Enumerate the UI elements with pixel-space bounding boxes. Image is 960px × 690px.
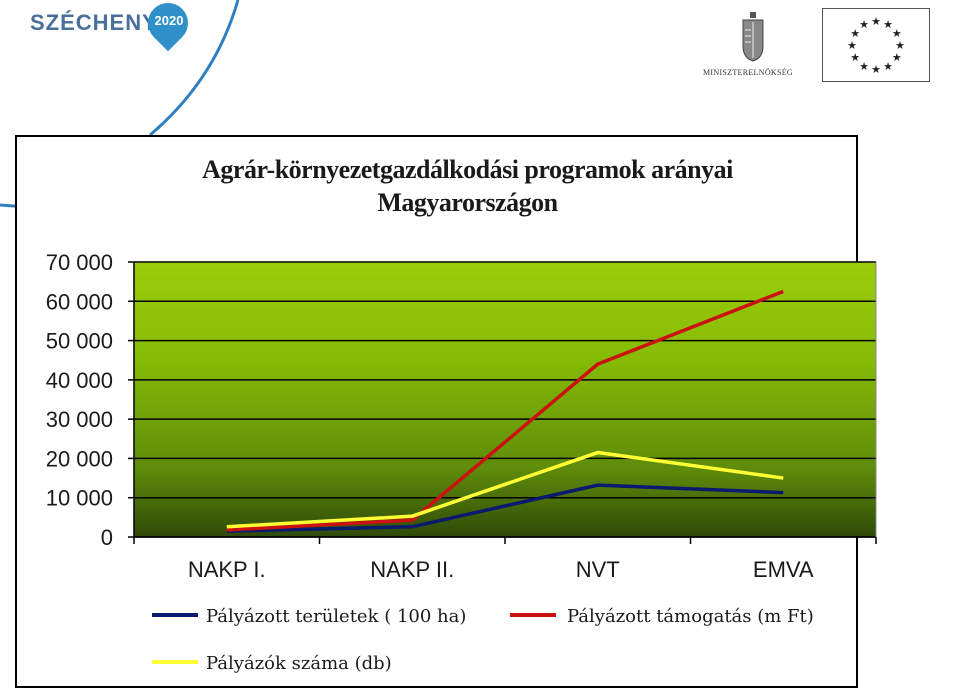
eu-star-icon: ★ <box>850 28 860 40</box>
y-tick-label: 50 000 <box>46 329 113 354</box>
eu-star-icon: ★ <box>892 28 902 40</box>
x-tick-label: EMVA <box>753 557 814 582</box>
series-line-0 <box>226 483 784 533</box>
y-tick-label: 40 000 <box>46 368 113 393</box>
szechenyi-logo-year: 2020 <box>154 13 184 28</box>
eu-flag-icon: ★ ★ ★ ★ ★ ★ ★ ★ ★ ★ ★ ★ <box>822 8 930 82</box>
legend-swatch <box>510 613 556 617</box>
eu-star-icon: ★ <box>847 40 857 52</box>
legend-label: Pályázott területek ( 100 ha) <box>206 606 467 627</box>
y-tick-label: 60 000 <box>46 289 113 314</box>
hungarian-crest-icon <box>742 12 764 62</box>
y-tick-label: 0 <box>101 525 113 550</box>
y-tick-label: 10 000 <box>46 486 113 511</box>
legend-swatch <box>152 660 198 664</box>
chart-title-line-1: Agrár-környezetgazdálkodási programok ar… <box>202 155 733 184</box>
x-tick-label: NAKP I. <box>188 557 266 582</box>
legend-label: Pályázott támogatás (m Ft) <box>567 606 814 627</box>
eu-star-icon: ★ <box>871 64 881 76</box>
szechenyi-logo-text: SZÉCHENYI <box>30 10 165 35</box>
plot-area <box>134 262 876 537</box>
series-line-2 <box>226 450 784 529</box>
x-tick-label: NVT <box>576 557 620 582</box>
eu-star-icon: ★ <box>892 52 902 64</box>
eu-star-icon: ★ <box>895 40 905 52</box>
eu-star-icon: ★ <box>883 61 893 73</box>
x-tick-label: NAKP II. <box>370 557 454 582</box>
series-line-1 <box>226 289 784 532</box>
eu-star-icon: ★ <box>883 19 893 31</box>
legend-swatch <box>152 613 198 617</box>
eu-star-icon: ★ <box>859 19 869 31</box>
eu-star-icon: ★ <box>871 16 881 28</box>
chart-title-line-2: Magyarországon <box>377 188 558 217</box>
y-tick-label: 20 000 <box>46 446 113 471</box>
ministry-name: MINISZTERELNÖKSÉG <box>703 68 793 77</box>
legend-label: Pályázók száma (db) <box>206 653 392 674</box>
eu-star-icon: ★ <box>859 61 869 73</box>
eu-star-icon: ★ <box>850 52 860 64</box>
y-tick-label: 30 000 <box>46 407 113 432</box>
y-tick-label: 70 000 <box>46 250 113 275</box>
